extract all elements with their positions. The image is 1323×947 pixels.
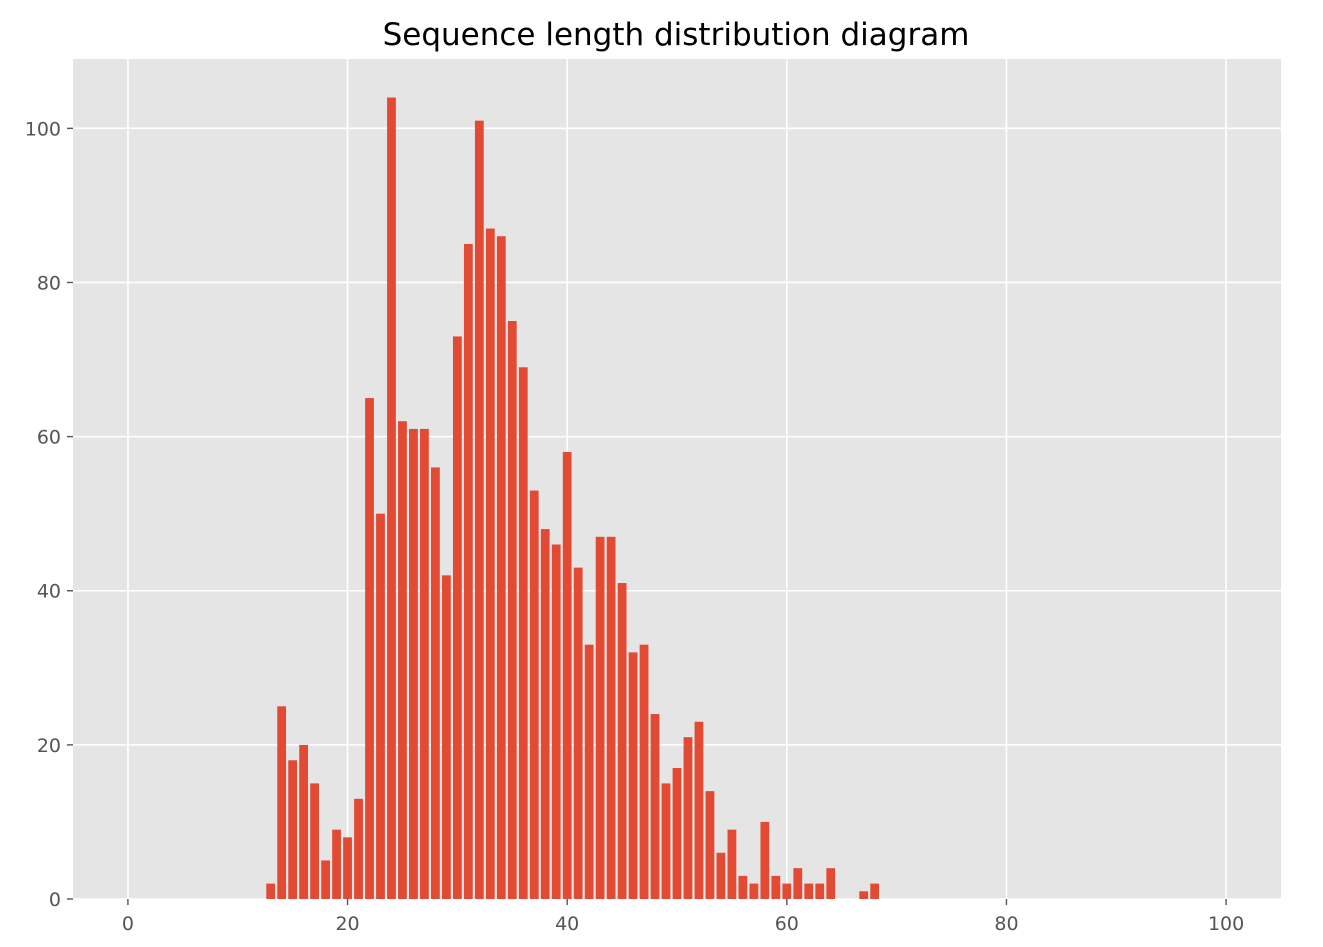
bar xyxy=(420,428,429,899)
bar xyxy=(431,467,440,899)
bar xyxy=(376,513,385,899)
bar xyxy=(606,536,616,899)
bars xyxy=(266,97,880,900)
x-tick-label: 40 xyxy=(555,913,579,935)
bar xyxy=(562,452,572,899)
y-tick-label: 20 xyxy=(37,735,61,757)
bar xyxy=(639,644,649,899)
bar xyxy=(365,398,374,899)
bar xyxy=(694,721,704,899)
bar xyxy=(573,567,583,899)
plot-area xyxy=(73,59,1281,899)
bar xyxy=(826,868,836,899)
axis-ticks: 0 20 40 60 80 100 0 20 40 60 80 100 xyxy=(25,118,1244,935)
bar xyxy=(595,536,605,899)
bar xyxy=(518,367,528,900)
bar xyxy=(332,829,341,899)
bar xyxy=(683,737,693,899)
bar xyxy=(288,760,298,899)
bar xyxy=(584,644,594,899)
bar xyxy=(661,783,671,899)
x-tick-label: 60 xyxy=(775,913,799,935)
bar xyxy=(299,744,309,899)
bar xyxy=(441,575,451,899)
bar xyxy=(815,883,825,899)
bar xyxy=(496,236,506,900)
bar xyxy=(529,490,539,899)
y-tick-label: 60 xyxy=(37,427,61,449)
bar xyxy=(628,652,638,899)
y-tick-label: 100 xyxy=(25,118,61,140)
bar xyxy=(650,714,660,899)
bar xyxy=(321,860,330,899)
x-tick-label: 0 xyxy=(122,913,134,935)
bar xyxy=(617,583,627,899)
bar xyxy=(859,891,869,899)
bar xyxy=(716,852,726,899)
bar xyxy=(870,883,880,899)
bar xyxy=(507,321,517,900)
chart-title: Sequence length distribution diagram xyxy=(383,17,970,53)
bar xyxy=(727,829,737,899)
bar xyxy=(474,120,484,900)
bar xyxy=(672,767,682,899)
bar xyxy=(705,791,715,899)
bar xyxy=(738,875,748,899)
bar xyxy=(398,421,407,899)
y-tick-label: 40 xyxy=(37,581,61,603)
bar xyxy=(266,883,276,899)
bar xyxy=(452,336,462,900)
x-tick-label: 80 xyxy=(994,913,1018,935)
bar xyxy=(343,837,352,899)
x-tick-label: 20 xyxy=(335,913,359,935)
y-tick-label: 0 xyxy=(49,889,61,911)
bar xyxy=(463,243,473,900)
bar xyxy=(387,97,396,900)
bar xyxy=(310,783,319,899)
bar xyxy=(760,821,770,899)
bar xyxy=(782,883,792,899)
bar xyxy=(540,529,550,899)
x-tick-label: 100 xyxy=(1208,913,1244,935)
bar xyxy=(771,875,781,899)
bar xyxy=(277,706,287,899)
y-tick-label: 80 xyxy=(37,272,61,294)
bar xyxy=(409,428,418,899)
bar xyxy=(749,883,759,899)
bar xyxy=(485,228,495,900)
bar xyxy=(793,868,803,899)
bar xyxy=(551,544,561,899)
bar xyxy=(354,798,363,899)
bar xyxy=(804,883,814,899)
